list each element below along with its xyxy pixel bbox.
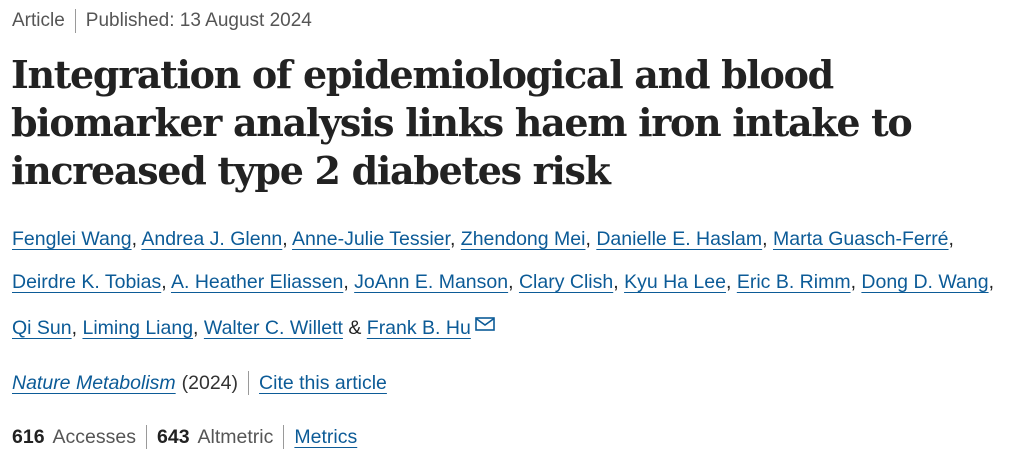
author-link[interactable]: Qi Sun [12, 317, 72, 339]
author-link[interactable]: JoAnn E. Manson [354, 271, 509, 293]
author-separator: , [762, 228, 773, 250]
author-separator: , [725, 271, 737, 293]
divider [283, 425, 285, 449]
altmetric-count: 643 [157, 425, 190, 448]
author-link[interactable]: Dong D. Wang [861, 271, 989, 293]
author-link[interactable]: Anne-Julie Tessier [292, 228, 450, 250]
author-link[interactable]: Clary Clish [518, 271, 614, 293]
author-separator: , [71, 317, 83, 339]
author-link[interactable]: Kyu Ha Lee [624, 271, 726, 293]
divider [146, 425, 147, 449]
author-separator: , [508, 271, 519, 293]
altmetric-label: Altmetric [197, 425, 274, 448]
author-link[interactable]: A. Heather Eliassen [170, 271, 344, 293]
article-title: Integration of epidemiological and blood… [11, 52, 913, 193]
citation-line: Nature Metabolism (2024) Cite this artic… [12, 371, 387, 395]
author-link[interactable]: Zhendong Mei [460, 228, 586, 250]
author-separator: & [342, 317, 367, 339]
author-link[interactable]: Frank B. Hu [366, 317, 471, 339]
author-separator: , [193, 317, 204, 339]
divider [74, 9, 76, 33]
author-separator: , [282, 228, 293, 250]
author-separator: , [988, 271, 994, 293]
author-separator: , [948, 228, 954, 250]
cite-article-link[interactable]: Cite this article [259, 371, 387, 394]
author-link[interactable]: Eric B. Rimm [736, 271, 851, 293]
divider [248, 371, 250, 395]
author-separator: , [131, 228, 142, 250]
author-list: Fenglei Wang, Andrea J. Glenn, Anne-Juli… [12, 218, 1016, 350]
author-link[interactable]: Fenglei Wang [12, 228, 132, 250]
accesses-count: 616 [12, 425, 45, 448]
author-separator: , [850, 271, 862, 293]
author-separator: , [613, 271, 625, 293]
author-link[interactable]: Liming Liang [82, 317, 194, 339]
author-separator: , [343, 271, 355, 293]
publication-year: (2024) [181, 371, 239, 394]
author-separator: , [161, 271, 171, 293]
author-link[interactable]: Danielle E. Haslam [596, 228, 763, 250]
author-link[interactable]: Walter C. Willett [203, 317, 343, 339]
author-link[interactable]: Andrea J. Glenn [141, 228, 283, 250]
published-date: Published: 13 August 2024 [85, 10, 312, 31]
author-link[interactable]: Deirdre K. Tobias [12, 271, 162, 293]
author-separator: , [585, 228, 597, 250]
accesses-label: Accesses [52, 425, 136, 448]
author-separator: , [449, 228, 461, 250]
journal-link[interactable]: Nature Metabolism [12, 371, 176, 394]
article-meta: Article Published: 13 August 2024 [12, 9, 312, 33]
metrics-bar: 616 Accesses 643 Altmetric Metrics [12, 425, 357, 449]
mail-icon[interactable] [475, 304, 495, 347]
metrics-link[interactable]: Metrics [294, 425, 358, 448]
author-link[interactable]: Marta Guasch-Ferré [772, 228, 949, 250]
article-type: Article [12, 10, 65, 31]
